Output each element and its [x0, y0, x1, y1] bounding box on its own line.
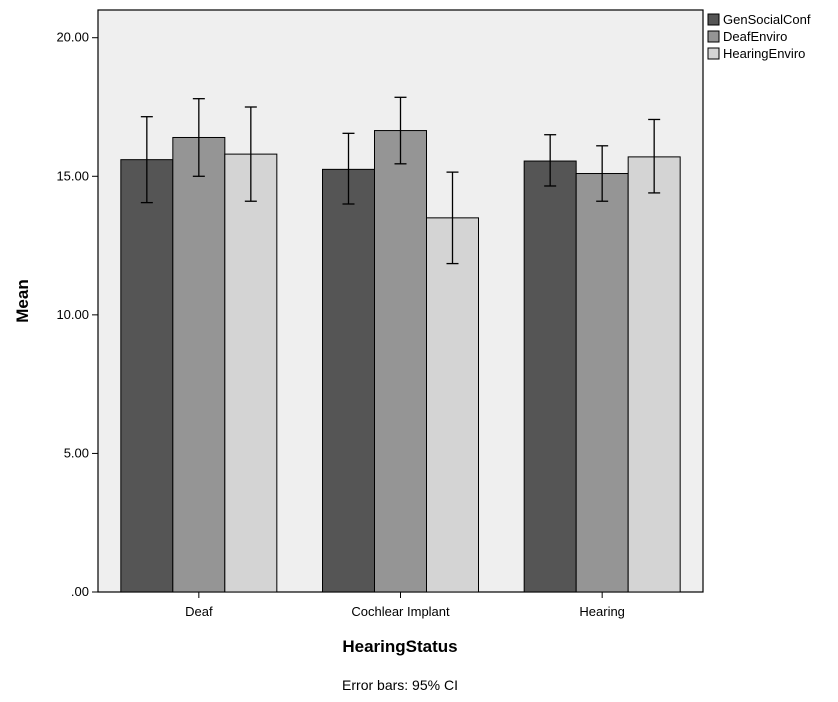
legend-label: HearingEnviro	[723, 46, 805, 61]
x-axis-title: HearingStatus	[342, 637, 457, 656]
bar	[224, 153, 278, 593]
y-tick-label: 20.00	[56, 30, 89, 45]
error-bars	[140, 96, 661, 265]
y-axis-title: Mean	[13, 279, 32, 322]
x-tick-label: Deaf	[185, 604, 213, 619]
bars	[120, 130, 681, 593]
bar	[426, 217, 479, 593]
legend-swatch	[707, 13, 720, 26]
legend-swatch	[707, 30, 720, 43]
bar	[575, 173, 629, 593]
x-tick-label: Cochlear Implant	[351, 604, 450, 619]
y-tick-label: .00	[71, 584, 89, 599]
y-tick-label: 10.00	[56, 307, 89, 322]
error-bar-footnote: Error bars: 95% CI	[342, 677, 458, 693]
bar	[172, 136, 226, 593]
legend-label: GenSocialConf	[723, 12, 811, 27]
bar	[523, 160, 577, 593]
legend: GenSocialConf DeafEnviro HearingEnviro	[707, 12, 811, 61]
bar	[374, 130, 427, 593]
legend-label: DeafEnviro	[723, 29, 787, 44]
x-tick-label: Hearing	[579, 604, 625, 619]
bar	[627, 156, 681, 593]
y-axis: .00 5.00 10.00 15.00 20.00	[56, 30, 98, 599]
bar	[322, 168, 375, 593]
legend-swatch	[707, 47, 720, 60]
x-axis: Deaf Cochlear Implant Hearing	[185, 592, 625, 619]
y-tick-label: 15.00	[56, 168, 89, 183]
bar	[120, 159, 174, 593]
y-tick-label: 5.00	[64, 445, 89, 460]
